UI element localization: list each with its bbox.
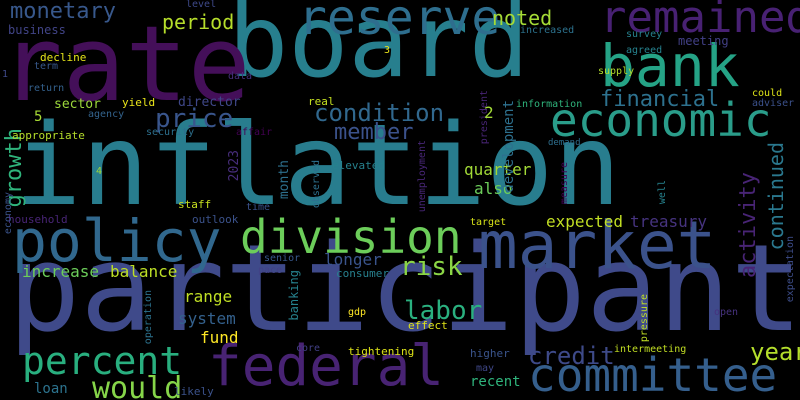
word-recent: recent <box>470 374 521 390</box>
word-noted: noted <box>492 6 553 30</box>
word-continued: continued <box>764 142 788 251</box>
word-financial: financial <box>600 87 720 112</box>
word-system: system <box>178 309 236 328</box>
word-participant: participant <box>8 220 800 359</box>
word-1: 1 <box>2 69 9 80</box>
word-time: time <box>246 202 271 213</box>
word-pace: pace <box>258 265 283 276</box>
word-household: household <box>8 213 68 226</box>
word-price: price <box>155 104 234 134</box>
word-expected: expected <box>546 212 624 231</box>
word-term: term <box>34 61 59 72</box>
word-core: core <box>296 343 321 354</box>
word-observed: observed <box>311 160 322 209</box>
word-activity: activity <box>736 172 761 278</box>
word-quarter: quarter <box>464 160 532 179</box>
word-demand: demand <box>548 138 581 148</box>
word-3: 3 <box>384 45 391 56</box>
word-outlook: outlook <box>192 213 239 226</box>
word-reserve: reserve <box>298 0 501 46</box>
word-survey: survey <box>626 29 663 40</box>
word-business: business <box>8 23 66 37</box>
word-gdp: gdp <box>348 307 367 318</box>
word-open: open <box>714 307 739 318</box>
word-year: year <box>750 338 800 366</box>
word-measure: measure <box>559 162 570 205</box>
word-development: development <box>501 100 517 193</box>
word-real: real <box>308 95 335 108</box>
word-committee: committee <box>528 348 778 400</box>
word-sector: sector <box>54 97 101 112</box>
word-period: period <box>162 10 235 34</box>
word-balance: balance <box>110 262 178 281</box>
word-meeting: meeting <box>678 34 729 48</box>
word-risk: risk <box>400 252 463 282</box>
word-policy: policy <box>12 207 222 275</box>
word-supply: supply <box>598 66 635 77</box>
word-intermeeting: intermeeting <box>614 344 687 355</box>
word-increase: increase <box>22 262 100 281</box>
word-likely: likely <box>174 385 214 398</box>
word-pressure: pressure <box>639 294 650 343</box>
word-agreed: agreed <box>626 45 663 56</box>
word-division: division <box>240 210 462 264</box>
word-would: would <box>92 371 183 400</box>
word-inflation: inflation <box>14 101 621 231</box>
word-banking: banking <box>287 270 301 321</box>
word-affair: affair <box>236 127 273 138</box>
word-yield: yield <box>122 96 156 109</box>
word-unemployment: unemployment <box>417 140 428 213</box>
word-appropriate: appropriate <box>12 129 85 142</box>
word-director: director <box>178 95 241 110</box>
word-tightening: tightening <box>348 345 415 358</box>
word-economy: economy <box>3 192 14 235</box>
word-condition: condition <box>314 99 445 127</box>
word-decline: decline <box>40 51 87 64</box>
word-senior: senior <box>264 253 301 264</box>
word-market: market <box>478 207 717 284</box>
word-economic: economic <box>550 93 772 147</box>
word-well: well <box>657 180 668 205</box>
word-5: 5 <box>34 109 43 125</box>
word-could: could <box>752 88 783 99</box>
word-remained: remained <box>600 0 800 43</box>
word-fund: fund <box>200 328 239 347</box>
word-also: also <box>474 179 513 198</box>
word-agency: agency <box>88 109 125 120</box>
word-consumer: consumer <box>336 267 389 280</box>
word-federal: federal <box>208 334 445 399</box>
word-staff: staff <box>178 198 212 211</box>
word-elevated: elevated <box>332 159 385 172</box>
word-4: 4 <box>96 166 103 177</box>
word-labor: labor <box>404 296 483 326</box>
word-may: may <box>476 363 495 374</box>
word-higher: higher <box>470 347 510 360</box>
word-security: security <box>146 127 195 138</box>
word-operation: operation <box>143 290 154 345</box>
word-month: month <box>277 160 292 200</box>
word-rate: rate <box>0 3 251 125</box>
word-expectation: expectation <box>785 236 796 303</box>
word-longer: longer <box>324 250 382 269</box>
word-data: data <box>228 71 253 82</box>
word-2: 2 <box>484 103 494 122</box>
word-return: return <box>28 83 65 94</box>
word-range: range <box>184 287 233 306</box>
word-target: target <box>470 217 507 228</box>
word-level: level <box>186 0 217 10</box>
word-treasury: treasury <box>630 212 708 231</box>
word-2023: 2023 <box>227 150 242 182</box>
word-loan: loan <box>34 381 68 397</box>
word-percent: percent <box>22 339 183 383</box>
word-bank: bank <box>600 32 740 100</box>
word-credit: credit <box>528 342 615 370</box>
word-board: board <box>228 0 530 100</box>
word-member: member <box>334 120 414 145</box>
word-information: information <box>516 99 583 110</box>
word-effect: effect <box>408 319 448 332</box>
word-increased: increased <box>520 25 575 36</box>
word-monetary: monetary <box>10 0 116 24</box>
word-adviser: adviser <box>752 98 795 109</box>
